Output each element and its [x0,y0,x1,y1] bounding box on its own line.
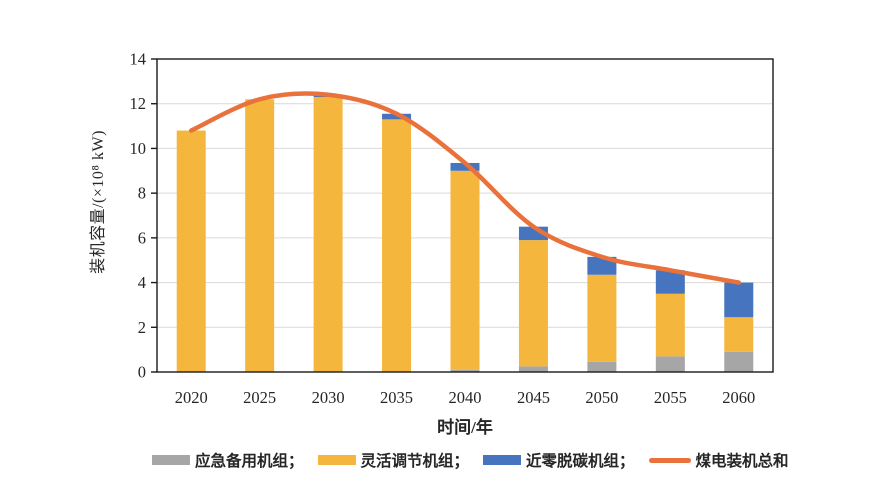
x-tick-label-2045: 2045 [517,388,550,407]
bar-segment-2035-近零脱碳机组 [382,113,412,120]
legend: 应急备用机组； 灵活调节机组； 近零脱碳机组； 煤电装机总和 [152,449,852,471]
legend-swatch-blue [483,455,522,465]
legend-item-emergency-backup: 应急备用机组； [152,449,304,471]
legend-swatch-yellow [317,455,356,465]
y-tick-label-0: 0 [138,363,146,382]
bar-segment-2040-灵活调节机组 [450,170,480,370]
bar-segment-2055-灵活调节机组 [655,293,685,357]
x-tick-label-2030: 2030 [312,388,345,407]
bar-segment-2040-应急备用机组 [450,369,480,372]
bar-segment-2050-灵活调节机组 [587,274,617,362]
bar-segment-2050-应急备用机组 [587,361,617,372]
y-axis-title: 装机容量/(×10⁸ kW) [90,130,107,274]
legend-label-emergency-backup: 应急备用机组； [195,453,304,470]
bar-segment-2060-灵活调节机组 [724,317,754,352]
x-tick-label-2020: 2020 [175,388,208,407]
y-tick-label-14: 14 [130,50,147,69]
bar-segment-2045-灵活调节机组 [518,240,548,367]
x-tick-label-2050: 2050 [585,388,618,407]
x-axis-title: 时间/年 [437,418,493,437]
y-tick-label-10: 10 [130,139,147,158]
legend-label-coal-total: 煤电装机总和 [695,453,789,470]
x-tick-label-2055: 2055 [654,388,687,407]
y-tick-label-12: 12 [130,94,147,113]
bar-segment-2055-应急备用机组 [655,356,685,372]
x-tick-label-2025: 2025 [243,388,276,407]
bar-segment-2030-灵活调节机组 [313,97,343,372]
bar-segment-2060-近零脱碳机组 [724,282,754,318]
bar-segment-2050-近零脱碳机组 [587,256,617,275]
legend-item-flexible-regulation: 灵活调节机组； [317,449,470,471]
bar-segment-2055-近零脱碳机组 [655,270,685,294]
y-tick-label-2: 2 [138,318,146,337]
bar-segment-2020-灵活调节机组 [176,130,206,372]
legend-item-coal-total-line: 煤电装机总和 [648,449,789,471]
bar-segment-2025-灵活调节机组 [245,99,275,372]
x-tick-label-2040: 2040 [449,388,482,407]
bar-segment-2035-灵活调节机组 [382,119,412,372]
legend-item-near-zero-carbon: 近零脱碳机组； [483,449,635,471]
x-tick-label-2060: 2060 [722,388,755,407]
bar-segment-2060-应急备用机组 [724,351,754,372]
total-line-煤电装机总和 [188,91,742,285]
bar-segment-2045-应急备用机组 [518,366,548,372]
legend-swatch-gray [152,455,190,465]
legend-line-swatch-orange [648,457,691,463]
x-tick-label-2035: 2035 [380,388,413,407]
legend-label-near-zero-carbon: 近零脱碳机组； [526,453,635,470]
legend-label-flexible-regulation: 灵活调节机组； [360,453,470,470]
plot-frame [156,58,774,373]
y-tick-label-6: 6 [138,228,146,247]
bar-segment-2040-近零脱碳机组 [450,162,480,171]
y-tick-label-8: 8 [138,184,146,203]
y-tick-label-4: 4 [138,273,146,292]
